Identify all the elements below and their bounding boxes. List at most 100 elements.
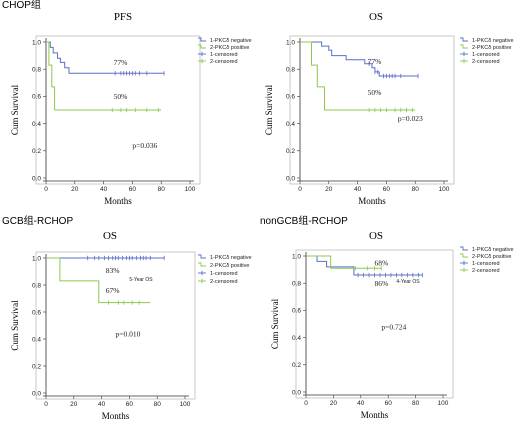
legend-swatch bbox=[460, 253, 468, 258]
chart-title: OS bbox=[369, 230, 383, 242]
y-tick-label: 0.4 bbox=[32, 121, 41, 128]
annotation: 77% bbox=[368, 57, 382, 66]
y-tick-label: 0.6 bbox=[286, 94, 295, 101]
plot-frame bbox=[35, 251, 196, 400]
annotation: p=0.036 bbox=[132, 141, 157, 150]
x-tick-label: 40 bbox=[354, 186, 362, 193]
series-line-negative bbox=[300, 41, 419, 77]
section-label-chop: CHOP组 bbox=[2, 0, 41, 11]
legend-swatch bbox=[198, 37, 206, 42]
y-tick-label: 0.2 bbox=[32, 148, 41, 155]
series-line-negative bbox=[306, 255, 423, 276]
x-axis-label: Months bbox=[102, 411, 130, 421]
x-tick-label: 20 bbox=[325, 186, 333, 193]
y-tick-label: 0.0 bbox=[32, 390, 41, 397]
plot-frame bbox=[35, 35, 201, 185]
y-tick-label: 1.0 bbox=[32, 255, 41, 262]
x-tick-label: 60 bbox=[383, 186, 391, 193]
annotation: 50% bbox=[368, 88, 382, 97]
legend-label: 1-PKCδ negative bbox=[472, 38, 514, 44]
x-tick-label: 80 bbox=[412, 400, 420, 407]
legend-label: 1-censored bbox=[472, 261, 500, 267]
legend-label: 1-PKCδ negative bbox=[210, 255, 252, 261]
legend-label: 1-censored bbox=[210, 271, 238, 277]
annotation-subtitle: 4-Year OS bbox=[396, 279, 420, 285]
legend-label: 2-censored bbox=[472, 268, 500, 274]
series-line-positive bbox=[306, 255, 382, 269]
y-tick-label: 0.2 bbox=[32, 363, 41, 370]
x-tick-label: 40 bbox=[98, 401, 106, 408]
y-axis-label: Cum Survival bbox=[10, 84, 20, 135]
y-tick-label: 1.0 bbox=[286, 39, 295, 46]
legend-label: 2-censored bbox=[210, 59, 238, 65]
y-tick-label: 0.6 bbox=[32, 309, 41, 316]
series-line-positive bbox=[46, 257, 151, 304]
legend-label: 1-PKCδ negative bbox=[472, 247, 514, 253]
x-tick-label: 100 bbox=[438, 400, 449, 407]
km-panel-1: 0.0 0.2 0.4 0.6 0.8 1.0 0 20 40 60 80 100 Months Cum … bbox=[10, 11, 252, 206]
legend-label: 2-PKCδ positive bbox=[472, 254, 511, 260]
x-tick-label: 60 bbox=[385, 400, 393, 407]
y-tick-label: 0.6 bbox=[292, 308, 301, 315]
x-tick-label: 40 bbox=[100, 186, 108, 193]
annotation: 50% bbox=[114, 92, 128, 101]
legend-label: 2-PKCδ positive bbox=[210, 263, 249, 269]
x-tick-label: 100 bbox=[180, 401, 191, 408]
series-line-positive bbox=[300, 41, 416, 111]
plot-frame bbox=[295, 249, 454, 399]
annotation: 86% bbox=[375, 279, 389, 288]
chart-title: PFS bbox=[114, 11, 132, 23]
legend-swatch bbox=[198, 44, 206, 49]
annotation: p=0.023 bbox=[398, 114, 423, 123]
km-panel-3: 0.0 0.2 0.4 0.6 0.8 1.0 0 20 40 60 80 100 Months Cum … bbox=[10, 230, 252, 421]
section-label-nongcb: nonGCB组-RCHOP bbox=[260, 214, 348, 227]
series-line-positive bbox=[46, 41, 162, 111]
x-tick-label: 0 bbox=[44, 401, 48, 408]
x-tick-label: 0 bbox=[304, 400, 308, 407]
y-tick-label: 0.6 bbox=[32, 94, 41, 101]
y-tick-label: 0.4 bbox=[292, 335, 301, 342]
legend-label: 1-PKCδ negative bbox=[210, 38, 252, 44]
y-tick-label: 0.2 bbox=[292, 362, 301, 369]
legend-swatch bbox=[460, 246, 468, 251]
x-axis-label: Months bbox=[104, 196, 132, 206]
section-label-gcb: GCB组-RCHOP bbox=[2, 214, 73, 227]
annotation-subtitle: 5-Year OS bbox=[129, 277, 153, 283]
y-tick-label: 1.0 bbox=[292, 253, 301, 260]
annotation: 83% bbox=[106, 266, 120, 275]
x-tick-label: 60 bbox=[126, 401, 134, 408]
x-tick-label: 40 bbox=[357, 400, 365, 407]
legend-label: 1-censored bbox=[210, 52, 238, 58]
y-tick-label: 0.4 bbox=[32, 336, 41, 343]
legend-swatch bbox=[198, 262, 206, 267]
annotation: p=0.724 bbox=[381, 322, 406, 331]
y-tick-label: 0.2 bbox=[286, 148, 295, 155]
x-tick-label: 80 bbox=[412, 186, 420, 193]
y-axis-label: Cum Survival bbox=[264, 84, 274, 135]
legend-label: 2-censored bbox=[210, 279, 238, 285]
y-axis-label: Cum Survival bbox=[10, 300, 20, 351]
chart-title: OS bbox=[103, 230, 117, 242]
x-axis-label: Months bbox=[358, 196, 386, 206]
y-tick-label: 0.4 bbox=[286, 121, 295, 128]
annotation: 67% bbox=[106, 286, 120, 295]
y-tick-label: 0.8 bbox=[292, 281, 301, 288]
x-tick-label: 60 bbox=[129, 186, 137, 193]
series-line-negative bbox=[46, 41, 165, 74]
legend-label: 2-PKCδ positive bbox=[472, 45, 511, 51]
x-tick-label: 20 bbox=[330, 400, 338, 407]
y-tick-label: 0.0 bbox=[32, 175, 41, 182]
annotation: p=0.010 bbox=[116, 329, 141, 338]
x-tick-label: 80 bbox=[154, 401, 162, 408]
y-tick-label: 0.8 bbox=[32, 282, 41, 289]
x-tick-label: 100 bbox=[185, 186, 196, 193]
legend-swatch bbox=[460, 44, 468, 49]
annotation: 68% bbox=[375, 259, 389, 268]
x-tick-label: 80 bbox=[158, 186, 166, 193]
annotation: 77% bbox=[114, 58, 128, 67]
legend-label: 2-PKCδ positive bbox=[210, 45, 249, 51]
y-tick-label: 0.8 bbox=[32, 67, 41, 74]
y-tick-label: 0.8 bbox=[286, 67, 295, 74]
x-axis-label: Months bbox=[361, 410, 389, 420]
y-tick-label: 0.0 bbox=[286, 175, 295, 182]
